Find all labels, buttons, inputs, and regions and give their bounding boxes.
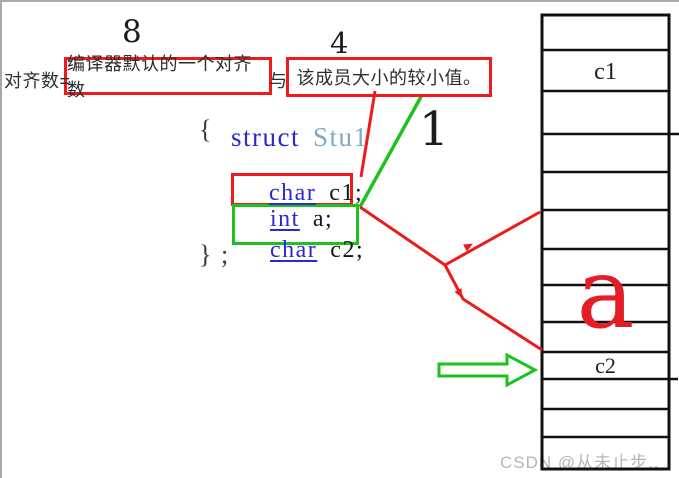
green-arrow-icon xyxy=(437,352,539,388)
red-connector-int-to-memory xyxy=(359,205,543,352)
green-connector-rule-to-char xyxy=(358,94,424,208)
member-name-c1: c1; xyxy=(329,180,364,206)
memory-label-c1: c1 xyxy=(594,59,617,85)
red-arrowhead-upper xyxy=(463,243,473,252)
rule-connector-text: 与 xyxy=(269,71,288,91)
char-keyword: char xyxy=(270,237,318,263)
red-arrowhead-lower xyxy=(454,288,463,298)
char-keyword: char xyxy=(269,180,317,206)
memory-label-a: a xyxy=(576,237,635,350)
member-name-c2: c2; xyxy=(330,237,365,263)
code-member-char-c1: char c1; xyxy=(239,153,363,234)
rule-boxed-text-2: 该成员大小的较小值。 xyxy=(296,68,482,88)
code-member-char-c2: char c2; xyxy=(240,210,364,291)
code-open-brace: { xyxy=(199,115,213,144)
rule-highlight-box-compiler-default: 编译器默认的一个对齐数 xyxy=(64,54,272,100)
char-c2-member-highlight-box xyxy=(232,204,359,245)
int-keyword: int xyxy=(270,206,300,232)
memory-label-c2: c2 xyxy=(595,353,616,378)
default-align-number: 8 xyxy=(122,14,142,50)
csdn-watermark: CSDN @从未止步.. xyxy=(500,453,660,472)
int-align-number: 4 xyxy=(330,26,349,60)
char-align-number: 1 xyxy=(419,102,449,157)
struct-keyword: struct xyxy=(231,122,300,152)
rule-boxed-text-1: 编译器默认的一个对齐数 xyxy=(67,54,252,100)
code-member-int-a: int a; xyxy=(240,179,333,260)
code-close-brace: } ; xyxy=(199,240,230,269)
code-struct-declaration: struct Stu1 xyxy=(198,91,369,184)
rule-prefix-text: 对齐数= xyxy=(4,71,71,91)
member-name-a: a; xyxy=(312,206,334,232)
struct-name: Stu1 xyxy=(313,122,369,152)
